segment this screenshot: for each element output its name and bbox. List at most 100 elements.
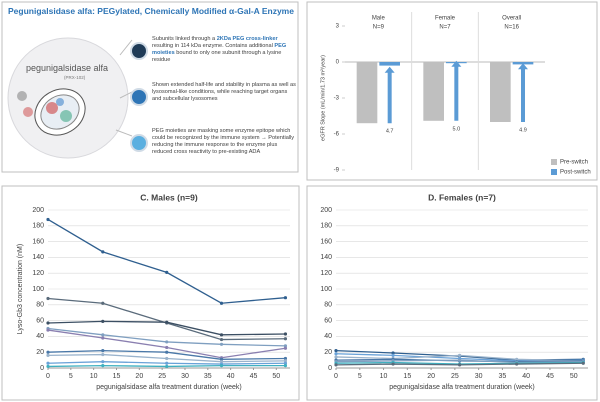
group-label: N=16 xyxy=(504,25,519,31)
point xyxy=(334,355,338,359)
arrow-head xyxy=(518,63,528,70)
x-tick-label: 0 xyxy=(334,373,338,380)
legend-swatch xyxy=(551,169,557,175)
y-tick-label: 0 xyxy=(328,365,332,372)
bullet: Shown extended half-life and stability i… xyxy=(130,82,298,122)
y-tick-label: 140 xyxy=(32,254,44,261)
point xyxy=(46,364,50,369)
category-label: Male xyxy=(372,16,386,22)
point xyxy=(165,350,169,354)
x-tick-label: 25 xyxy=(158,373,166,380)
text-part: Shown extended half-life and stability i… xyxy=(152,82,296,102)
x-tick-label: 30 xyxy=(475,373,483,380)
bar xyxy=(490,62,511,122)
x-tick-label: 40 xyxy=(522,373,530,380)
point xyxy=(283,361,288,365)
improvement-label: 4.9 xyxy=(519,127,527,133)
y-tick-label: 120 xyxy=(320,270,332,277)
point xyxy=(391,353,395,357)
y-tick-label: 3 xyxy=(336,24,340,30)
point xyxy=(165,340,169,344)
point xyxy=(334,352,338,356)
point xyxy=(219,301,224,305)
legend-label: Post-switch xyxy=(560,170,591,176)
point xyxy=(101,319,105,323)
point xyxy=(219,357,224,361)
bullet-icon xyxy=(130,134,148,152)
point xyxy=(219,337,224,342)
bullet-text: PEG moieties are masking some enzyme epi… xyxy=(152,128,298,156)
x-tick-label: 30 xyxy=(181,373,189,380)
enzyme-image xyxy=(7,37,133,159)
point xyxy=(101,333,105,337)
improvement-label: 4.7 xyxy=(386,129,394,135)
y-tick-label: 100 xyxy=(32,286,44,293)
point xyxy=(101,352,105,357)
point xyxy=(458,353,462,357)
point xyxy=(165,364,169,369)
category-label: Overall xyxy=(502,16,521,22)
point xyxy=(334,349,338,353)
infographic-title: Pegunigalsidase alfa: PEGylated, Chemica… xyxy=(8,6,294,16)
point xyxy=(283,364,288,368)
x-tick-label: 40 xyxy=(227,373,235,380)
y-tick-label: 40 xyxy=(36,333,44,340)
y-tick-label: 160 xyxy=(32,238,44,245)
bar xyxy=(356,62,378,124)
y-tick-label: 0 xyxy=(40,365,44,372)
y-tick-label: 0 xyxy=(336,60,340,66)
y-tick-label: 180 xyxy=(32,223,44,230)
y-tick-label: 60 xyxy=(36,317,44,324)
point xyxy=(46,217,50,222)
chart-title: C. Males (n=9) xyxy=(140,192,198,202)
infographic: Pegunigalsidase alfa: PEGylated, Chemica… xyxy=(2,2,298,172)
bullet: Subunits linked through a 2KDa PEG cross… xyxy=(130,36,298,76)
y-tick-label: 200 xyxy=(32,207,44,214)
y-tick-label: -3 xyxy=(334,96,340,102)
bullet-icon xyxy=(130,42,148,60)
point xyxy=(165,361,169,365)
x-tick-label: 25 xyxy=(451,373,459,380)
x-tick-label: 45 xyxy=(250,373,258,380)
bar xyxy=(423,62,444,121)
y-tick-label: 60 xyxy=(324,317,332,324)
point xyxy=(101,336,105,340)
y-tick-label: 40 xyxy=(324,333,332,340)
x-tick-label: 10 xyxy=(90,373,98,380)
x-tick-label: 15 xyxy=(403,373,411,380)
arrow-head xyxy=(451,60,462,67)
x-axis-label: pegunigalsidase alfa treatment duration … xyxy=(96,384,242,391)
point xyxy=(101,301,105,305)
point xyxy=(46,350,50,354)
y-tick-label: -9 xyxy=(334,168,340,174)
x-tick-label: 35 xyxy=(204,373,212,380)
x-tick-label: 10 xyxy=(380,373,388,380)
y-tick-label: -6 xyxy=(334,132,340,138)
y-tick-label: 140 xyxy=(320,254,332,261)
point xyxy=(283,356,288,361)
y-tick-label: 120 xyxy=(32,270,44,277)
point xyxy=(46,321,50,325)
y-tick-label: 80 xyxy=(324,302,332,309)
point xyxy=(101,250,105,254)
x-tick-label: 15 xyxy=(113,373,121,380)
bullet: PEG moieties are masking some enzyme epi… xyxy=(130,128,298,168)
point xyxy=(165,345,169,350)
point xyxy=(101,360,105,364)
bullet-text: Shown extended half-life and stability i… xyxy=(152,82,298,103)
point xyxy=(515,357,519,361)
point xyxy=(165,356,169,361)
y-tick-label: 80 xyxy=(36,302,44,309)
y-axis-label: Lyso-Gb3 concentration (nM) xyxy=(17,244,24,334)
x-tick-label: 50 xyxy=(570,373,578,380)
point xyxy=(165,320,169,324)
improvement-label: 5.0 xyxy=(453,126,461,132)
x-axis-label: pegunigalsidase alfa treatment duration … xyxy=(389,384,535,391)
point xyxy=(46,353,50,357)
text-part: PEG moieties are masking some enzyme epi… xyxy=(152,128,295,155)
code: (PRX-102) xyxy=(64,75,86,80)
point xyxy=(283,332,288,336)
bullet-icon xyxy=(130,88,148,106)
point xyxy=(219,333,224,337)
